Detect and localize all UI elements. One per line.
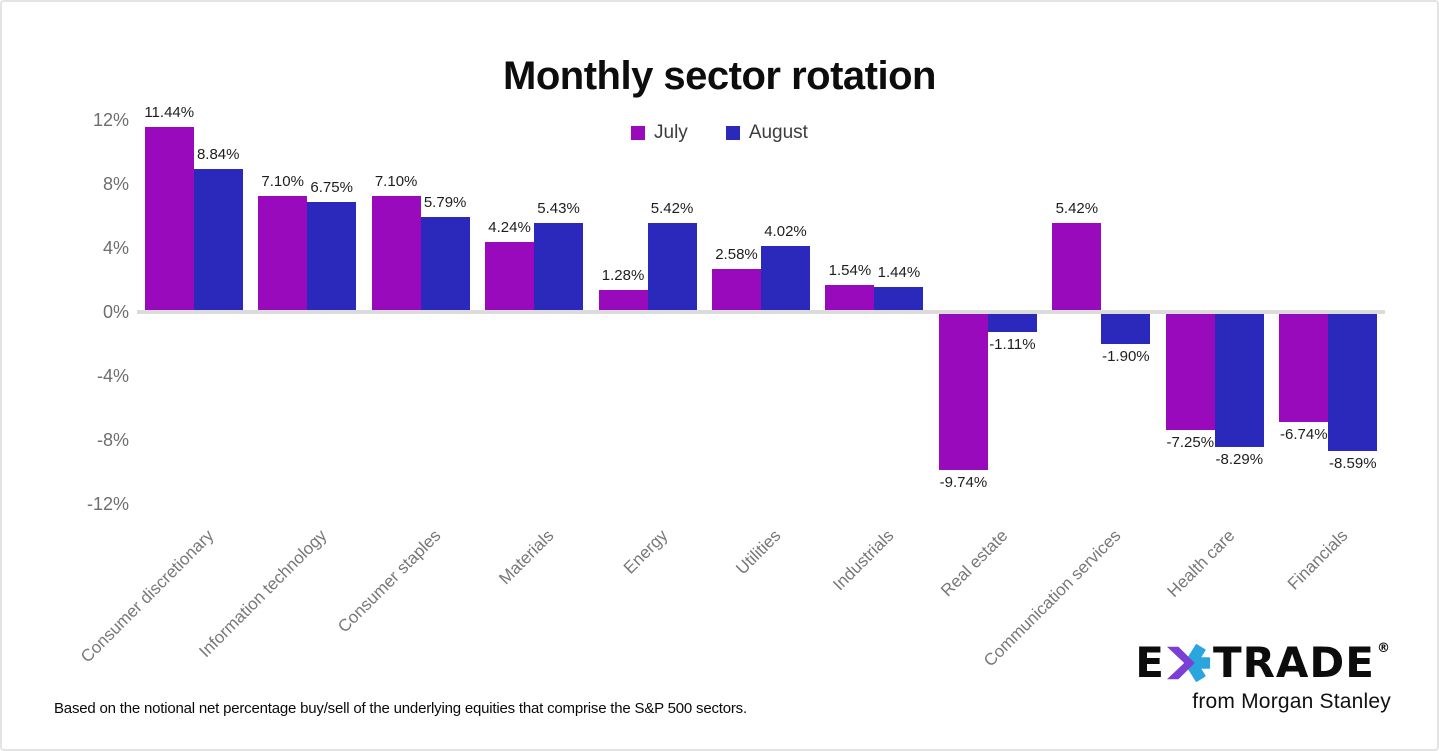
logo-tagline: from Morgan Stanley bbox=[1192, 690, 1391, 713]
bar-august bbox=[420, 217, 470, 310]
y-tick-label: -8% bbox=[96, 430, 129, 450]
registered-mark: ® bbox=[1377, 641, 1391, 656]
bar-august bbox=[874, 286, 924, 310]
x-category-label: Financials bbox=[1284, 526, 1352, 594]
value-label: -6.74% bbox=[1280, 425, 1328, 443]
bar-august bbox=[987, 314, 1037, 332]
footnote: Based on the notional net percentage buy… bbox=[54, 700, 747, 717]
bar-august bbox=[1328, 314, 1378, 452]
y-tick-label: -12% bbox=[86, 494, 129, 514]
value-label: 4.24% bbox=[488, 219, 531, 237]
bar-july bbox=[825, 285, 875, 310]
bar-july bbox=[144, 126, 194, 310]
bar-july bbox=[258, 196, 308, 310]
y-tick-label: 12% bbox=[92, 110, 129, 130]
logo-letter-e: E bbox=[1135, 638, 1165, 687]
value-label: 5.43% bbox=[537, 200, 580, 218]
bar-july bbox=[938, 314, 988, 470]
y-tick-label: 8% bbox=[102, 174, 129, 194]
bar-august bbox=[534, 223, 584, 310]
legend-label: July bbox=[654, 122, 688, 143]
bar-august bbox=[307, 202, 357, 310]
etrade-asterisk-icon bbox=[1166, 644, 1211, 682]
value-label: 1.28% bbox=[601, 266, 645, 284]
legend: July August bbox=[2, 122, 1437, 144]
value-label: 5.42% bbox=[1055, 200, 1099, 218]
bar-july bbox=[1052, 223, 1102, 310]
bar-august bbox=[1214, 314, 1264, 447]
bar-july bbox=[1165, 314, 1215, 430]
bar-july bbox=[371, 196, 421, 310]
chart-title: Monthly sector rotation bbox=[503, 54, 936, 98]
x-category-label: Energy bbox=[619, 526, 671, 578]
value-label: -9.74% bbox=[939, 473, 988, 491]
bar-august bbox=[647, 223, 697, 310]
zero-axis-line bbox=[137, 310, 1385, 314]
x-category-label: Consumer staples bbox=[333, 526, 445, 637]
bar-august bbox=[761, 245, 810, 310]
value-label: 1.44% bbox=[877, 263, 921, 281]
bar-july bbox=[712, 268, 761, 310]
x-category-label: Industrials bbox=[829, 526, 898, 595]
x-category-label: Health care bbox=[1163, 526, 1239, 601]
value-label: 6.75% bbox=[310, 179, 353, 196]
value-label: -8.59% bbox=[1329, 455, 1377, 473]
x-category-label: Information technology bbox=[195, 526, 331, 662]
bar-august bbox=[193, 168, 243, 310]
etrade-logo-row: E TRADE ® bbox=[1135, 640, 1391, 686]
value-label: -1.11% bbox=[989, 335, 1036, 353]
bar-july bbox=[598, 289, 648, 310]
value-label: 8.84% bbox=[196, 145, 240, 163]
legend-label: August bbox=[748, 122, 808, 143]
logo-word-trade: TRADE bbox=[1212, 638, 1375, 687]
value-label: -8.29% bbox=[1215, 450, 1264, 468]
value-label: 5.79% bbox=[423, 194, 467, 212]
etrade-logo: E TRADE ® from Morgan Stanley bbox=[1135, 640, 1391, 714]
bar-july bbox=[1279, 314, 1329, 422]
legend-entry-august: August bbox=[725, 122, 808, 144]
value-label: -1.90% bbox=[1102, 348, 1150, 366]
value-label: -7.25% bbox=[1166, 434, 1215, 451]
value-label: 7.10% bbox=[261, 173, 304, 191]
y-tick-label: -4% bbox=[96, 366, 129, 386]
x-category-label: Materials bbox=[495, 526, 558, 589]
value-label: 11.44% bbox=[144, 103, 195, 121]
legend-swatch bbox=[631, 126, 646, 140]
y-tick-label: 0% bbox=[102, 302, 129, 322]
value-label: 1.54% bbox=[828, 262, 872, 280]
x-category-label: Real estate bbox=[937, 526, 1012, 601]
legend-entry-july: July bbox=[631, 122, 688, 144]
value-label: 5.42% bbox=[650, 200, 694, 218]
value-label: 7.10% bbox=[374, 173, 418, 191]
legend-swatch bbox=[725, 126, 740, 140]
y-tick-label: 4% bbox=[102, 238, 129, 258]
value-label: 2.58% bbox=[715, 245, 758, 263]
value-label: 4.02% bbox=[764, 222, 807, 240]
x-category-label: Utilities bbox=[732, 526, 785, 579]
bar-august bbox=[1101, 314, 1151, 345]
bar-july bbox=[485, 242, 535, 310]
